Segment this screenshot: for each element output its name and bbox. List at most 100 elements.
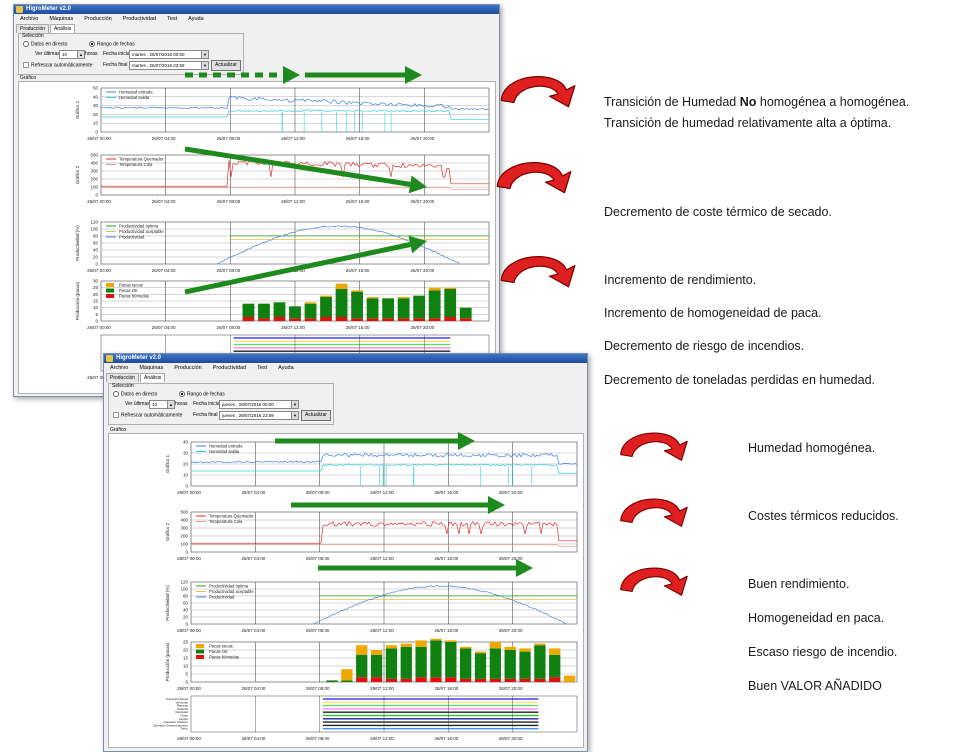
y-tick-label: 100: [180, 587, 188, 592]
start-date-picker[interactable]: martes , 26/07/2016 00:00 ▼: [129, 50, 209, 59]
timeline-row-label: Operador Desembarcador: [153, 723, 188, 727]
bar-pacas-secas: [385, 645, 398, 649]
menu-ayuda[interactable]: Ayuda: [278, 365, 294, 371]
selection-group: Selección Datos en directo Rango de fech…: [18, 33, 244, 75]
menu-test[interactable]: Test: [167, 16, 178, 22]
legend-label: Pacas húmedas: [119, 294, 149, 299]
x-tick-label: 28/07 16:00: [434, 556, 458, 561]
curl-humidity: [500, 76, 576, 108]
menu-bar: Archivo Máquinas Producción Productividad Te…: [104, 363, 587, 373]
y-axis-label: Gráfico 2: [75, 165, 80, 184]
title-bar[interactable]: HigroMeter v2.0: [14, 5, 499, 14]
chart-panel-3: 120 100 80 60 40 20 028/07 00:00 28/07 04:00 28/…: [165, 580, 578, 633]
x-tick-label: 26/07 00:00: [87, 199, 111, 204]
bar-pacas-humedas: [242, 317, 255, 321]
bar-pacas-humedas: [534, 678, 546, 682]
tab-produccion[interactable]: Producción: [16, 24, 50, 33]
last-hours-stepper[interactable]: 10 ▲: [149, 400, 175, 409]
y-tick-label: 20: [93, 112, 99, 117]
x-tick-label: 28/07 12:00: [370, 556, 394, 561]
menu-produccion[interactable]: Producción: [174, 365, 202, 371]
auto-refresh-option[interactable]: Refrescar automáticamente: [113, 412, 182, 418]
update-button[interactable]: Actualizar: [301, 410, 331, 421]
bar-pacas-secas: [519, 648, 531, 652]
menu-maquinas[interactable]: Máquinas: [139, 365, 164, 371]
auto-refresh-option[interactable]: Refrescar automáticamente: [23, 62, 92, 68]
timeline-row-label: Clase: [180, 714, 188, 718]
curl-thermal: [496, 162, 572, 194]
update-button[interactable]: Actualizar: [211, 60, 241, 71]
last-hours-stepper[interactable]: 10 ▲: [59, 50, 85, 59]
bar-pacas-secas: [474, 651, 487, 654]
end-date-label: Fecha final: [193, 412, 218, 418]
bar-pacas-ok: [445, 642, 457, 678]
bar-pacas-humedas: [304, 318, 317, 321]
y-tick-label: 0: [185, 550, 188, 555]
menu-archivo[interactable]: Archivo: [110, 365, 129, 371]
legend-label: Productividad óptima: [209, 584, 249, 589]
series-line-humedad-entrada: [190, 452, 578, 465]
menu-productividad[interactable]: Productividad: [212, 365, 247, 371]
menu-produccion[interactable]: Producción: [84, 16, 112, 22]
date-range-option[interactable]: Rango de fechas: [89, 41, 135, 47]
tab-analisis[interactable]: Análisis: [50, 24, 76, 33]
bar-pacas-secas: [415, 640, 427, 647]
y-tick-label: 20: [93, 255, 99, 260]
menu-maquinas[interactable]: Máquinas: [49, 16, 74, 22]
legend-label: Temperatura Cola: [209, 519, 243, 524]
y-axis-label: Gráfico 1: [165, 454, 170, 473]
x-tick-label: 26/07 12:00: [281, 136, 305, 141]
menu-archivo[interactable]: Archivo: [20, 16, 39, 22]
bar-pacas-ok: [474, 653, 487, 679]
curl-yield: [500, 256, 576, 288]
x-tick-label: 28/07 16:00: [434, 628, 458, 633]
bar-pacas-ok: [430, 640, 442, 678]
menu-ayuda[interactable]: Ayuda: [188, 16, 204, 22]
spin-icon: ▲: [167, 401, 174, 408]
x-tick-label: 28/07 20:00: [499, 628, 523, 633]
timeline-row-label: Operador Peldano: [163, 720, 188, 724]
x-tick-label: 28/07 20:00: [499, 686, 523, 691]
title-bar[interactable]: HigroMeter v2.0: [104, 354, 587, 363]
y-tick-label: 0: [185, 622, 188, 627]
y-tick-label: 200: [180, 534, 188, 539]
live-data-option[interactable]: Datos en directo: [23, 41, 67, 47]
x-tick-label: 28/07 04:00: [241, 490, 265, 495]
date-range-label: Rango de fechas: [187, 391, 225, 398]
menu-productividad[interactable]: Productividad: [122, 16, 157, 22]
graph-panel: 40 30 20 10 0 28/07 00:00 28/07 04:00 28/07 08:…: [108, 433, 584, 748]
date-range-option[interactable]: Rango de fechas: [179, 391, 225, 397]
bar-pacas-humedas: [335, 317, 348, 321]
start-date-picker[interactable]: jueves , 28/07/2016 00:00 ▼: [219, 400, 299, 409]
legend-label: Pacas OK: [209, 649, 228, 654]
bar-pacas-secas: [400, 643, 412, 647]
x-tick-label: 28/07 04:00: [241, 556, 265, 561]
x-tick-label: 26/07 00:00: [87, 325, 111, 330]
bar-pacas-ok: [258, 303, 270, 319]
timeline-row-label: Cabezal: [177, 707, 188, 711]
tab-analisis[interactable]: Análisis: [140, 373, 166, 382]
y-tick-label: 5: [185, 672, 188, 677]
y-tick-label: 500: [90, 153, 98, 158]
tab-produccion[interactable]: Producción: [106, 373, 140, 382]
y-tick-label: 15: [183, 656, 189, 661]
live-data-option[interactable]: Datos en directo: [113, 391, 157, 397]
series-line-temp-quemador: [191, 521, 577, 544]
y-tick-label: 60: [93, 241, 99, 246]
bar-pacas-humedas: [428, 318, 441, 321]
bar-pacas-secas: [351, 290, 363, 292]
radio-icon: [113, 391, 119, 397]
bar-pacas-secas: [341, 669, 353, 681]
end-date-picker[interactable]: martes , 26/07/2016 23:59 ▼: [129, 61, 209, 70]
end-date-picker[interactable]: jueves , 28/07/2016 23:59 ▼: [219, 411, 299, 420]
legend-label: Temperatura Quemador: [209, 514, 254, 519]
y-tick-label: 30: [93, 103, 99, 108]
y-axis-label: Productividad (%): [75, 225, 80, 261]
x-tick-label: 26/07 00:00: [87, 136, 111, 141]
tab-strip: Producción Análisis: [106, 373, 166, 382]
y-tick-label: 60: [183, 601, 189, 606]
menu-test[interactable]: Test: [257, 365, 268, 371]
x-tick-label: 28/07 00:00: [177, 686, 201, 691]
live-data-label: Datos en directo: [31, 41, 68, 48]
bar-pacas-humedas: [385, 678, 398, 682]
